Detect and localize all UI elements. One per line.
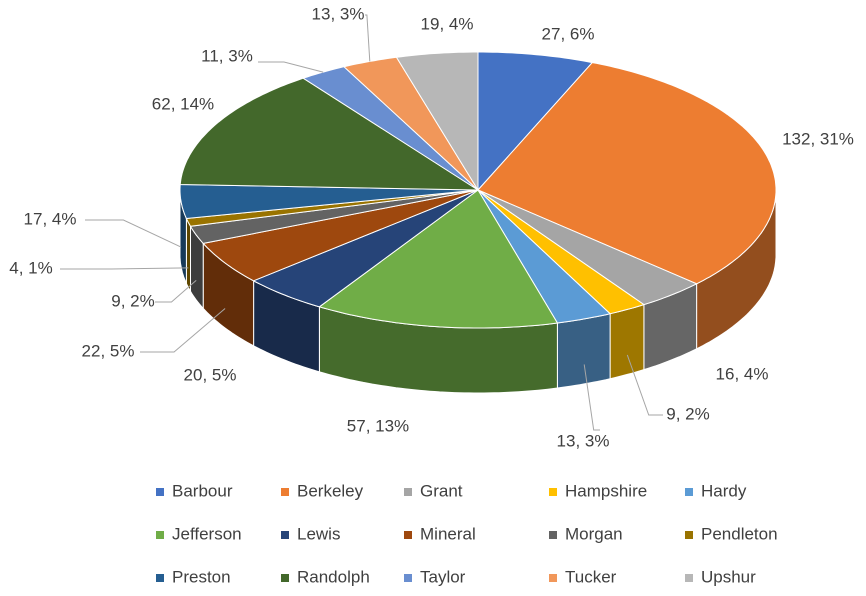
- slice-side: [185, 218, 191, 292]
- slice: [477, 62, 777, 285]
- data-label: 17, 4%: [24, 209, 77, 228]
- leader-line: [85, 219, 182, 248]
- legend-swatch: [281, 531, 289, 539]
- slice: [395, 51, 479, 192]
- legend-label: Morgan: [565, 524, 623, 543]
- legend-swatch: [685, 574, 693, 582]
- data-label: 19, 4%: [421, 14, 474, 33]
- slice: [477, 51, 594, 192]
- slice: [477, 189, 646, 315]
- data-label: 22, 5%: [82, 341, 135, 360]
- legend-swatch: [404, 531, 412, 539]
- slice: [179, 183, 479, 220]
- legend-label: Hardy: [701, 481, 747, 500]
- data-label: 13, 3%: [312, 4, 365, 23]
- slice: [202, 189, 479, 282]
- slice: [477, 189, 612, 324]
- legend-swatch: [685, 531, 693, 539]
- slice-side: [556, 313, 611, 389]
- legend-swatch: [549, 488, 557, 496]
- legend-swatch: [404, 574, 412, 582]
- legend-swatch: [549, 574, 557, 582]
- legend-swatch: [549, 531, 557, 539]
- slice: [189, 189, 479, 244]
- legend-swatch: [156, 488, 164, 496]
- legend-label: Randolph: [297, 567, 370, 586]
- legend-swatch: [281, 488, 289, 496]
- leader-line: [60, 267, 189, 270]
- data-label: 13, 3%: [557, 431, 610, 450]
- data-label: 132, 31%: [782, 129, 854, 148]
- data-label: 20, 5%: [184, 365, 237, 384]
- legend-swatch: [156, 574, 164, 582]
- leader-line: [155, 280, 197, 303]
- slice: [318, 189, 559, 329]
- legend-label: Taylor: [420, 567, 466, 586]
- legend-label: Tucker: [565, 567, 617, 586]
- legend-label: Barbour: [172, 481, 233, 500]
- leader-line: [626, 354, 663, 416]
- slice: [252, 189, 479, 308]
- leader-line: [258, 61, 324, 73]
- legend-swatch: [156, 531, 164, 539]
- data-label: 62, 14%: [152, 94, 214, 113]
- legend-label: Grant: [420, 481, 463, 500]
- legend-swatch: [404, 488, 412, 496]
- data-label: 11, 3%: [201, 46, 253, 65]
- legend-label: Berkeley: [297, 481, 364, 500]
- slice: [179, 77, 480, 191]
- legend-label: Hampshire: [565, 481, 647, 500]
- data-label: 4, 1%: [9, 258, 52, 277]
- data-label: 16, 4%: [716, 364, 769, 383]
- legend-swatch: [281, 574, 289, 582]
- slice-side: [609, 303, 645, 380]
- data-label: 9, 2%: [111, 291, 154, 310]
- data-label: 9, 2%: [666, 404, 709, 423]
- leader-line: [583, 364, 600, 431]
- legend-label: Pendleton: [701, 524, 778, 543]
- data-label: 27, 6%: [542, 24, 595, 43]
- leader-line: [365, 14, 371, 62]
- legend-label: Upshur: [701, 567, 756, 586]
- legend-label: Lewis: [297, 524, 340, 543]
- slice: [477, 189, 698, 306]
- legend-label: Mineral: [420, 524, 476, 543]
- legend-label: Jefferson: [172, 524, 242, 543]
- legend-label: Preston: [172, 567, 231, 586]
- data-label: 57, 13%: [347, 416, 409, 435]
- leader-line: [140, 308, 226, 353]
- legend-swatch: [685, 488, 693, 496]
